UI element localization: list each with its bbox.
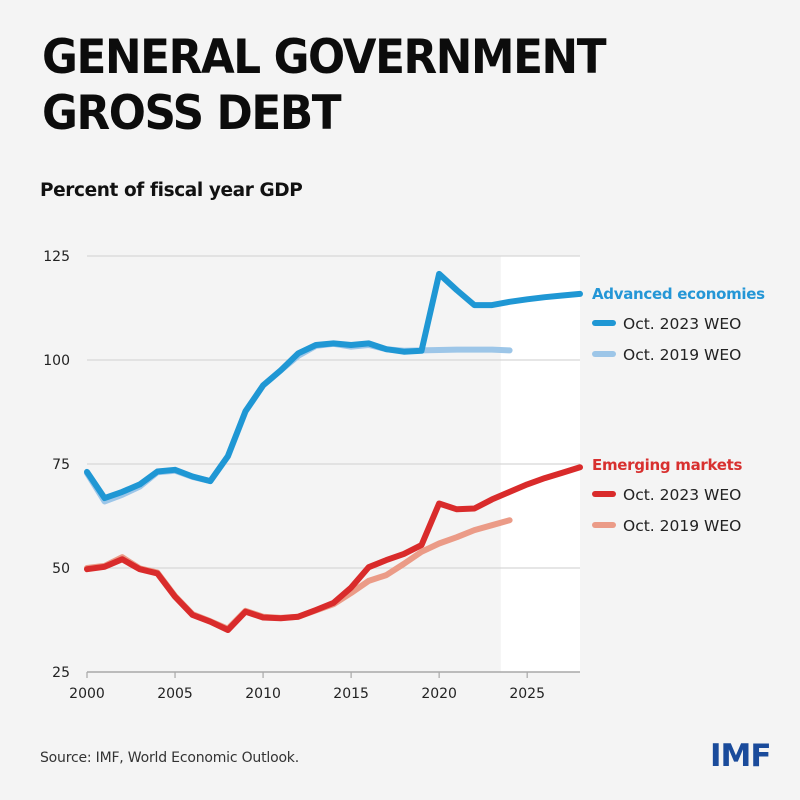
legend-label-oct-2019-weo: Oct. 2019 WEO [623,517,741,535]
x-axis: 2000 2005 2010 2015 2020 2025 [69,671,580,702]
y-axis-labels: 25 50 75 100 125 [43,249,70,681]
legend-label-oct-2019-weo: Oct. 2019 WEO [623,346,741,364]
title-line-2: GROSS DEBT [42,86,342,141]
y-tick-label-100: 100 [43,353,70,369]
legend-label-oct-2023-weo: Oct. 2023 WEO [623,486,741,504]
x-tick-label-2015: 2015 [333,686,369,702]
title-line-1: GENERAL GOVERNMENT [42,30,607,85]
y-tick-label-125: 125 [43,249,70,265]
chart-title: GENERAL GOVERNMENT GROSS DEBT [42,30,607,142]
legend: Advanced economies Oct. 2023 WEO Oct. 2019… [592,285,765,535]
x-tick-label-2010: 2010 [245,686,281,702]
legend-heading-emerging-markets: Emerging markets [592,456,743,474]
imf-logo: IMF [710,738,772,774]
gridlines [87,255,580,569]
x-tick-label-2000: 2000 [69,686,105,702]
source-note: Source: IMF, World Economic Outlook. [40,750,299,766]
x-tick-label-2025: 2025 [509,686,545,702]
series-lines [84,270,583,633]
series-line-emerging-markets-oct-2023-weo [84,464,583,633]
y-tick-label-25: 25 [52,665,70,681]
x-tick-label-2020: 2020 [421,686,457,702]
legend-label-oct-2023-weo: Oct. 2023 WEO [623,315,741,333]
chart-subtitle: Percent of fiscal year GDP [40,180,303,201]
y-tick-label-50: 50 [52,561,70,577]
series-line-advanced-economies-oct-2023-weo [84,270,583,502]
x-tick-label-2005: 2005 [157,686,193,702]
y-tick-label-75: 75 [52,457,70,473]
legend-heading-advanced-economies: Advanced economies [592,285,765,303]
